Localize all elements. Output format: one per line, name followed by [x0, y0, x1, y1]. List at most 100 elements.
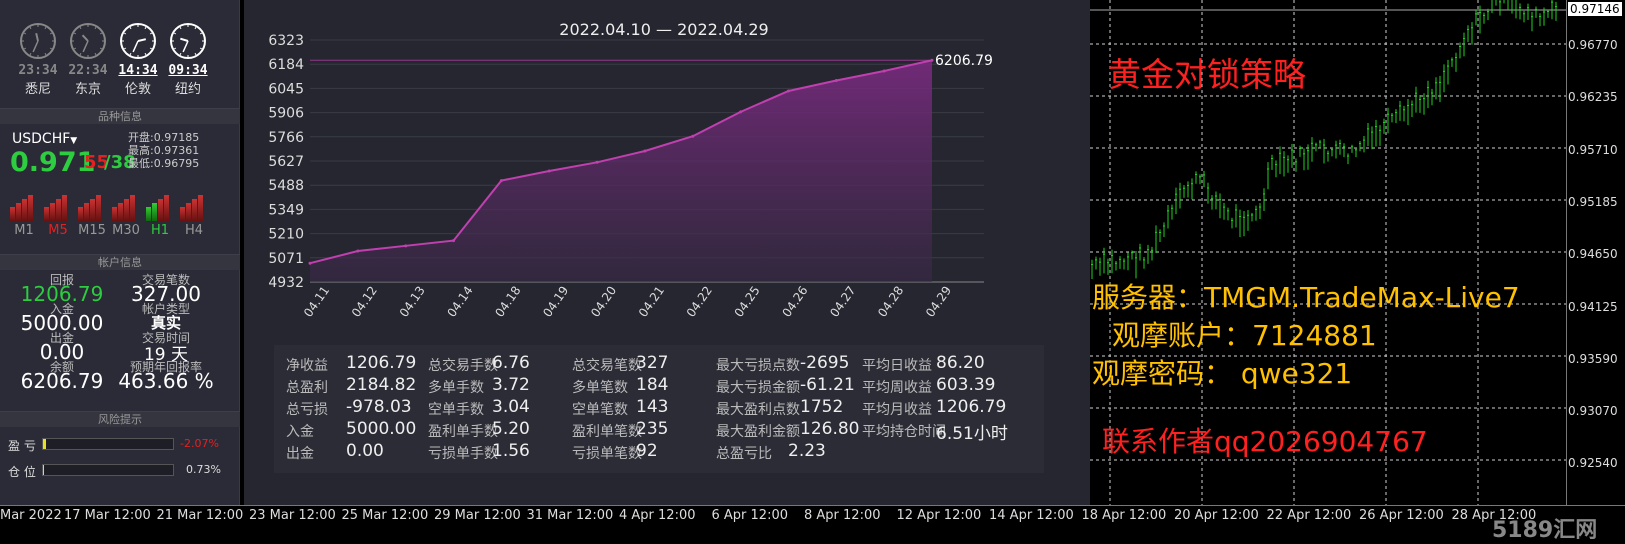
price-axis[interactable]	[1566, 0, 1625, 505]
date-label: 25 Mar 12:00	[341, 508, 429, 523]
y-tick-label: 4932	[268, 275, 304, 291]
signal-bars	[112, 193, 140, 221]
stat-label: 出金	[286, 446, 314, 462]
price-label: 0.92540	[1568, 456, 1618, 471]
equity-point	[308, 261, 312, 265]
x-tick-label: 04.20	[588, 284, 619, 320]
time-axis[interactable]	[0, 505, 1625, 541]
date-label: 26 Apr 12:00	[1359, 508, 1444, 523]
terminal-info-panel: 23:34 悉尼 22:34 东京 14:34 伦敦 09:34 纽约 品种信息 USDCHF…	[0, 0, 240, 505]
x-tick-label: 04.14	[445, 284, 476, 320]
equity-curve-chart: 6323 6184 6045 5906 5766 5627 5488 5349 5210 5071…	[268, 33, 993, 320]
stat-value: -61.21	[800, 375, 855, 395]
stat-label: 最大盈利点数	[716, 402, 800, 418]
x-tick-label: 04.25	[732, 284, 763, 320]
server-info: 服务器：TMGM.TradeMax-Live7	[1092, 281, 1520, 314]
stat-value: 184	[636, 375, 669, 395]
x-tick-label: 04.22	[684, 284, 715, 320]
stat-value: 235	[636, 419, 669, 439]
stat-label: 平均持仓时间	[862, 424, 946, 440]
price-chart[interactable]: 黄金对锁策略 服务器：TMGM.TradeMax-Live7 观摩账户：7124…	[1090, 0, 1566, 505]
clock-icon	[70, 23, 106, 59]
price-fraction: 55	[84, 152, 110, 173]
equity-point	[691, 134, 695, 138]
price-label: 0.93590	[1568, 351, 1618, 366]
stat-label: 最大亏损点数	[716, 358, 800, 374]
date-label: 29 Mar 12:00	[434, 508, 521, 523]
timeframe-label: M5	[48, 223, 68, 238]
equity-point	[595, 160, 599, 164]
x-tick-label: 04.29	[923, 284, 954, 320]
stat-value: 86.20	[936, 353, 985, 373]
stat-value: 143	[636, 397, 669, 417]
stat-value: 603.39	[936, 375, 996, 395]
trade-time-label: 交易时间	[141, 331, 190, 345]
stat-label: 亏损单笔数	[572, 446, 642, 462]
y-tick-label: 5627	[268, 154, 304, 170]
trade-time-value: 19 天	[143, 345, 189, 365]
y-tick-label: 5906	[268, 106, 304, 122]
stat-label: 空单手数	[428, 402, 484, 418]
stat-label: 最大盈利金额	[716, 424, 800, 440]
timeframe-label: M15	[78, 223, 106, 238]
stat-label: 净收益	[286, 358, 328, 374]
equity-point	[452, 239, 456, 243]
pnl-label: 盈 亏	[8, 439, 36, 453]
signal-bars	[44, 193, 72, 221]
date-label: 21 Mar 12:00	[156, 508, 244, 523]
timeframe-m1: M1	[10, 193, 38, 238]
symbol-name: USDCHF	[12, 131, 71, 147]
price-sup: /38	[104, 152, 136, 173]
pnl-bar	[42, 438, 174, 450]
stat-value: 2.23	[788, 441, 826, 461]
price-label: 0.94650	[1568, 247, 1618, 262]
timeframe-label: M30	[112, 223, 140, 238]
date-label: 6 Apr 12:00	[711, 508, 789, 523]
account-info-header: 帐户信息	[0, 254, 240, 270]
return-value: 1206.79	[20, 282, 104, 306]
y-tick-label: 6184	[268, 57, 304, 73]
clock-time: 14:34	[118, 63, 158, 78]
y-tick-label: 5766	[268, 130, 304, 146]
stat-label: 多单笔数	[572, 380, 628, 396]
date-label: Mar 2022	[0, 508, 62, 523]
trades-value: 327.00	[131, 282, 201, 306]
equity-point	[356, 249, 360, 253]
x-tick-label: 04.12	[349, 284, 380, 320]
signal-bars	[78, 193, 106, 221]
trades-label: 交易笔数	[141, 273, 190, 287]
date-label: 20 Apr 12:00	[1174, 508, 1259, 523]
stat-value: 92	[636, 441, 658, 461]
price-label: 0.94125	[1568, 299, 1618, 314]
date-label: 14 Apr 12:00	[989, 508, 1074, 523]
timeframe-h4: H4	[180, 193, 208, 238]
timeframe-m5: M5	[44, 193, 72, 238]
stat-value: 1206.79	[936, 397, 1007, 417]
signal-bars	[146, 193, 174, 221]
chart-title: 2022.04.10 — 2022.04.29	[559, 20, 769, 39]
timeframe-label: M1	[14, 223, 34, 238]
y-tick-label: 6045	[268, 81, 304, 97]
timeframe-h1: H1	[146, 193, 174, 238]
stat-value: 6.51小时	[936, 424, 1008, 444]
timeframe-label: H1	[150, 223, 170, 238]
clock-time: 09:34	[168, 63, 208, 78]
world-clock: 14:34 伦敦	[118, 22, 158, 97]
watch-account: 观摩账户：7124881	[1112, 319, 1377, 352]
stat-label: 总亏损	[286, 402, 328, 418]
stat-value: 5.20	[492, 419, 530, 439]
stat-value: -978.03	[346, 397, 412, 417]
signal-bars	[10, 193, 38, 221]
stat-label: 空单笔数	[572, 402, 628, 418]
stat-label: 平均周收益	[862, 380, 932, 396]
date-label: 31 Mar 12:00	[526, 508, 614, 523]
stat-label: 总交易手数	[428, 358, 498, 374]
symbol-selector[interactable]: USDCHF▼	[12, 131, 77, 147]
withdraw-label: 出金	[49, 331, 74, 345]
y-tick-label: 5071	[268, 251, 304, 267]
stat-value: 2184.82	[346, 375, 417, 395]
clock-icon	[20, 23, 56, 59]
price-label: 0.93070	[1568, 404, 1618, 419]
price-label: 0.96235	[1568, 90, 1618, 105]
deposit-label: 入金	[49, 302, 74, 316]
